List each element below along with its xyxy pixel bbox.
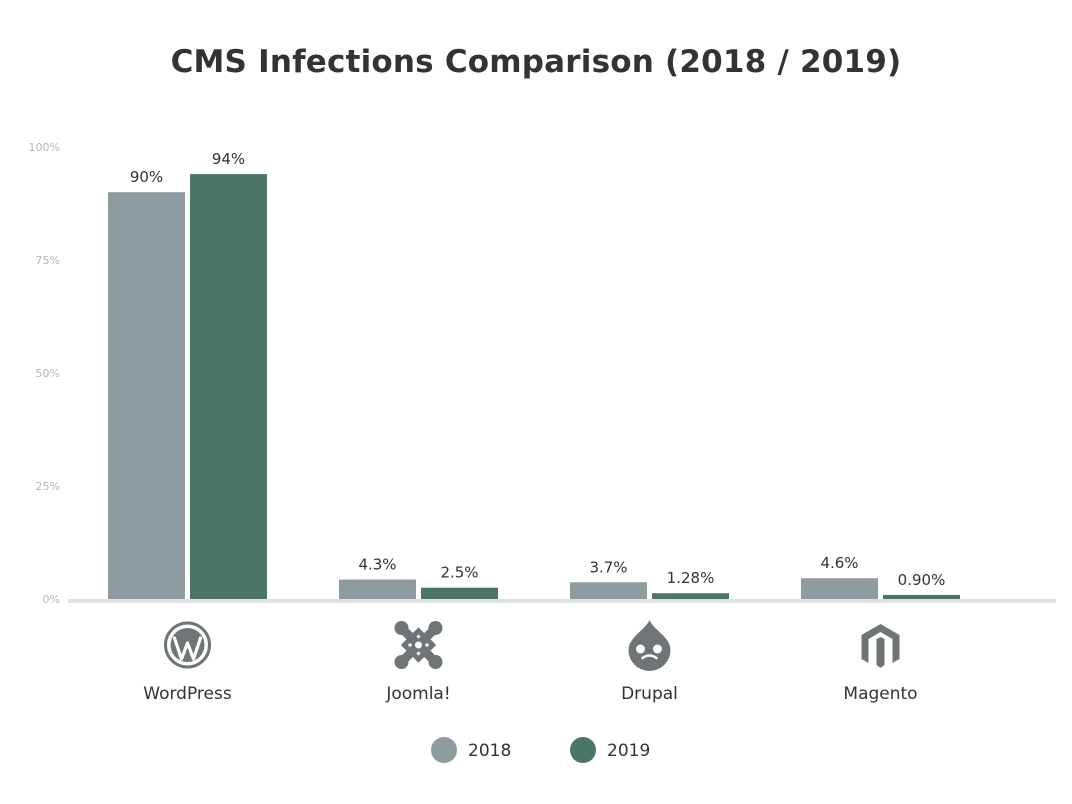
category-label: WordPress <box>143 684 232 704</box>
bar-2018-wordpress <box>108 192 185 599</box>
wordpress-icon <box>164 621 211 669</box>
data-label: 2.5% <box>440 564 478 582</box>
y-tick-label: 0% <box>43 593 60 606</box>
data-label: 4.3% <box>358 556 396 574</box>
y-tick-label: 100% <box>29 141 60 154</box>
drupal-icon <box>628 620 671 671</box>
data-label: 3.7% <box>589 558 627 576</box>
y-tick-label: 75% <box>36 254 60 267</box>
legend-label: 2018 <box>468 741 511 761</box>
y-axis: 0% 25% 50% 75% 100% <box>29 141 60 606</box>
bar-2019-magento <box>883 594 960 599</box>
legend-swatch <box>570 737 596 763</box>
chart-title: CMS Infections Comparison (2018 / 2019) <box>170 44 902 80</box>
bar-2018-drupal <box>570 582 647 599</box>
x-axis <box>68 599 1056 603</box>
categories: WordPress Joomla! Drupal Magento <box>143 620 918 704</box>
bar-2019-joomla <box>421 587 498 599</box>
data-labels: 90% 4.3% 3.7% 4.6% 94% 2.5% 1.28% 0.90% <box>130 150 946 589</box>
legend-item: 2018 <box>431 737 511 763</box>
legend: 2018 2019 <box>431 737 650 763</box>
category-label: Drupal <box>621 684 678 704</box>
data-label: 0.90% <box>898 571 946 589</box>
data-label: 1.28% <box>667 569 715 587</box>
joomla-icon <box>394 621 443 669</box>
legend-swatch <box>431 737 457 763</box>
y-tick-label: 25% <box>36 480 60 493</box>
legend-label: 2019 <box>607 741 650 761</box>
bars <box>108 174 960 599</box>
legend-item: 2019 <box>570 737 650 763</box>
magento-icon <box>861 624 900 668</box>
y-tick-label: 50% <box>36 367 60 380</box>
bar-2018-magento <box>801 578 878 599</box>
x-axis-line <box>68 599 1056 603</box>
data-label: 90% <box>130 168 163 186</box>
bar-2019-wordpress <box>190 174 267 599</box>
bar-2019-drupal <box>652 593 729 599</box>
category-label: Joomla! <box>385 684 450 704</box>
category-label: Magento <box>843 684 917 704</box>
data-label: 94% <box>212 150 245 168</box>
data-label: 4.6% <box>820 554 858 572</box>
bar-2018-joomla <box>339 579 416 599</box>
